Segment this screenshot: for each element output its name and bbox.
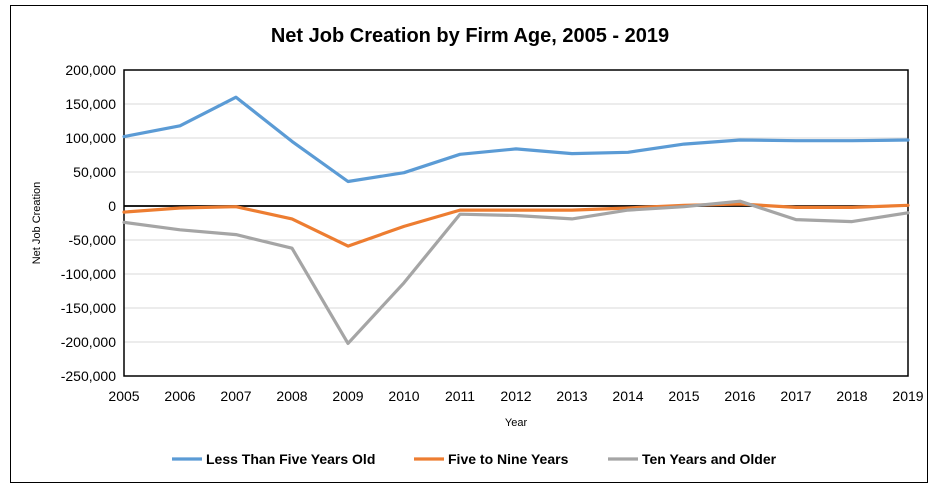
plot-area [123,69,909,377]
legend-label: Less Than Five Years Old [206,451,375,467]
y-tick-label: 100,000 [65,130,116,146]
y-tick-label: -250,000 [61,368,116,384]
y-axis-ticks: 200,000 150,000 100,000 50,000 0 -50,000 -100,… [61,62,116,384]
chart-frame [10,5,928,483]
legend-label: Ten Years and Older [642,451,777,467]
x-tick-label: 2018 [836,388,867,404]
y-tick-label: 0 [108,198,116,214]
legend: Less Than Five Years Old Five to Nine Yea… [172,451,777,467]
x-tick-label: 2007 [220,388,251,404]
x-tick-label: 2006 [164,388,195,404]
x-tick-label: 2005 [108,388,139,404]
x-tick-label: 2011 [445,388,475,404]
x-tick-label: 2015 [668,388,699,404]
chart-title: Net Job Creation by Firm Age, 2005 - 201… [271,25,669,47]
y-tick-label: 50,000 [73,164,116,180]
series-line-less-than-five-years-old [122,95,910,184]
legend-label: Five to Nine Years [448,451,569,467]
x-tick-label: 2016 [724,388,755,404]
y-tick-label: -100,000 [61,266,116,282]
y-tick-label: -200,000 [61,334,116,350]
x-tick-label: 2010 [388,388,419,404]
x-tick-label: 2019 [892,388,923,404]
y-tick-label: 200,000 [65,62,116,78]
x-tick-label: 2008 [276,388,307,404]
x-tick-label: 2012 [500,388,531,404]
series-line-five-to-nine-years [122,202,910,248]
x-axis-ticks: 2005 2006 2007 2008 2009 2010 2011 2012 2013 2014… [108,388,923,404]
y-tick-label: -150,000 [61,300,116,316]
y-tick-label: -50,000 [69,232,117,248]
x-tick-label: 2017 [780,388,811,404]
series-lines [122,95,910,345]
y-tick-label: 150,000 [65,96,116,112]
x-tick-label: 2009 [332,388,363,404]
series-line-ten-years-and-older [122,199,910,345]
x-axis-label: Year [505,417,528,429]
x-tick-label: 2013 [556,388,587,404]
y-axis-label: Net Job Creation [31,182,43,265]
grid [124,69,908,377]
x-tick-label: 2014 [612,388,643,404]
